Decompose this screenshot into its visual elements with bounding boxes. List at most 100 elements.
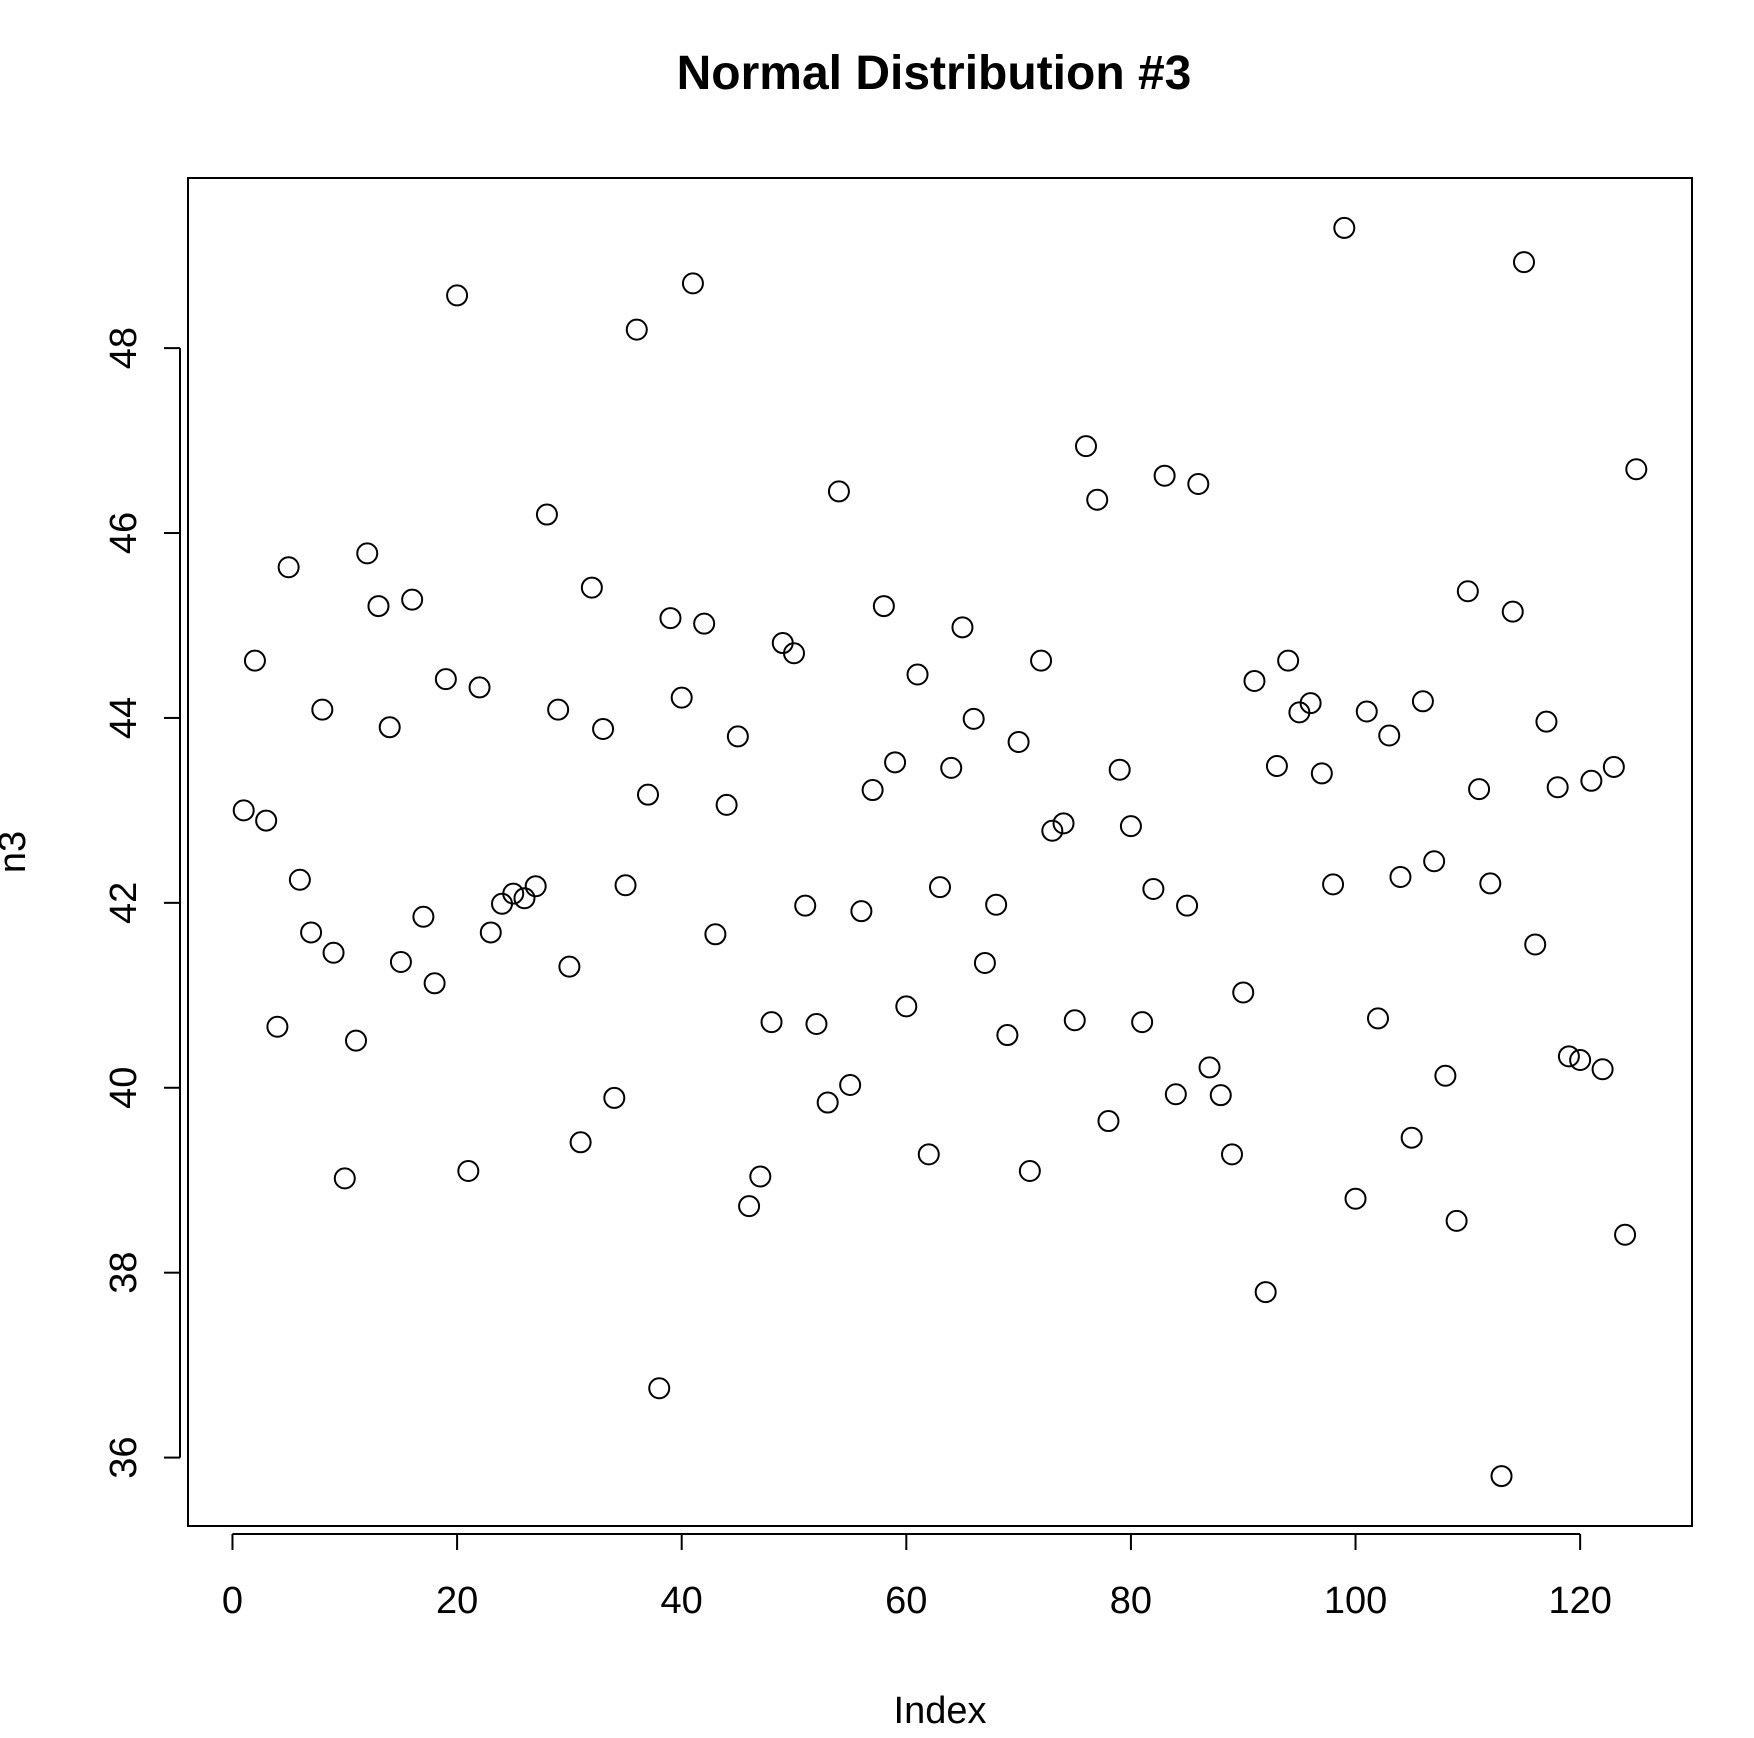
data-point [367, 595, 390, 618]
data-point [277, 556, 300, 579]
data-point [592, 718, 615, 741]
data-point [648, 1377, 671, 1400]
data-point [1131, 1011, 1154, 1034]
x-tick-label: 120 [1548, 1580, 1611, 1622]
data-point [637, 783, 659, 806]
data-point [1086, 488, 1109, 511]
plot-area-frame [187, 177, 1693, 1527]
data-point [1277, 649, 1300, 672]
data-point [491, 892, 514, 915]
data-point [917, 1143, 940, 1166]
data-point [1602, 755, 1625, 778]
data-point [1164, 1083, 1187, 1106]
data-point [704, 923, 727, 946]
data-point [288, 868, 311, 891]
y-tick-label: 48 [103, 327, 145, 369]
y-axis-ticks: 36 38 40 42 44 46 48 [103, 327, 180, 1479]
chart-title: Normal Distribution #3 [677, 47, 1192, 100]
data-point [513, 887, 536, 910]
data-point [345, 1029, 368, 1052]
data-point [255, 809, 278, 832]
data-point [861, 779, 884, 802]
data-point [895, 995, 918, 1018]
data-point [850, 900, 873, 923]
data-point [1535, 710, 1558, 733]
data-point [333, 1167, 356, 1190]
data-point [389, 951, 412, 974]
y-tick-label: 46 [103, 512, 145, 554]
x-tick-label: 0 [222, 1580, 243, 1622]
data-point [401, 588, 424, 611]
data-point [760, 1011, 783, 1034]
x-tick-label: 80 [1110, 1580, 1152, 1622]
y-tick-label: 40 [103, 1067, 145, 1109]
data-point [794, 894, 817, 917]
data-point [681, 272, 704, 295]
data-point [356, 542, 379, 565]
data-point [535, 503, 558, 526]
data-point [1052, 812, 1075, 835]
data-point [502, 882, 525, 905]
y-tick-label: 42 [103, 882, 145, 924]
data-point [1411, 690, 1434, 713]
data-point [580, 576, 603, 599]
data-point [670, 686, 693, 709]
data-point [996, 1024, 1019, 1047]
data-point [1322, 873, 1345, 896]
data-point [1041, 819, 1064, 842]
data-point [1119, 815, 1142, 838]
data-point [1198, 1056, 1221, 1079]
data-point [659, 607, 682, 630]
data-point [524, 875, 547, 898]
data-point [1075, 435, 1097, 458]
data-point [1299, 692, 1322, 715]
data-point [468, 676, 491, 699]
data-point [1378, 724, 1401, 747]
data-point [929, 876, 951, 899]
data-point [985, 893, 1008, 916]
data-point [816, 1091, 839, 1114]
data-point [569, 1131, 592, 1154]
data-point [614, 874, 637, 897]
x-axis-ticks: 0 20 40 60 80 100 120 [222, 1534, 1612, 1622]
data-point [243, 649, 266, 672]
data-point [1468, 778, 1491, 801]
data-point [1524, 933, 1547, 956]
data-point [300, 921, 323, 944]
data-point [1209, 1084, 1232, 1107]
y-tick-label: 44 [103, 697, 145, 739]
y-tick-label: 36 [103, 1436, 145, 1478]
data-point [1580, 769, 1603, 792]
data-point [827, 480, 850, 503]
data-point [962, 707, 985, 730]
x-tick-label: 40 [661, 1580, 703, 1622]
data-point [1018, 1159, 1041, 1182]
data-point [625, 318, 648, 341]
data-point [1400, 1126, 1423, 1149]
data-point [423, 972, 446, 995]
data-point [1187, 473, 1210, 496]
data-point [1569, 1049, 1592, 1072]
x-tick-label: 100 [1324, 1580, 1387, 1622]
data-point [322, 941, 345, 964]
data-point [1445, 1209, 1468, 1232]
data-point [884, 751, 907, 774]
data-point [434, 668, 457, 691]
data-point [558, 955, 581, 978]
data-point [1097, 1110, 1120, 1133]
data-point [1355, 700, 1378, 723]
y-tick-label: 38 [103, 1252, 145, 1294]
data-point [1153, 464, 1176, 487]
data-point [906, 663, 929, 686]
data-point [973, 951, 996, 974]
data-point [412, 905, 435, 928]
data-point [783, 642, 805, 665]
data-point [951, 616, 974, 639]
x-tick-label: 20 [436, 1580, 478, 1622]
data-point [1176, 894, 1199, 917]
y-axis-label: n3 [0, 831, 34, 873]
data-point [872, 595, 895, 618]
data-point [378, 716, 401, 739]
data-point [446, 284, 469, 307]
data-point [738, 1195, 761, 1218]
